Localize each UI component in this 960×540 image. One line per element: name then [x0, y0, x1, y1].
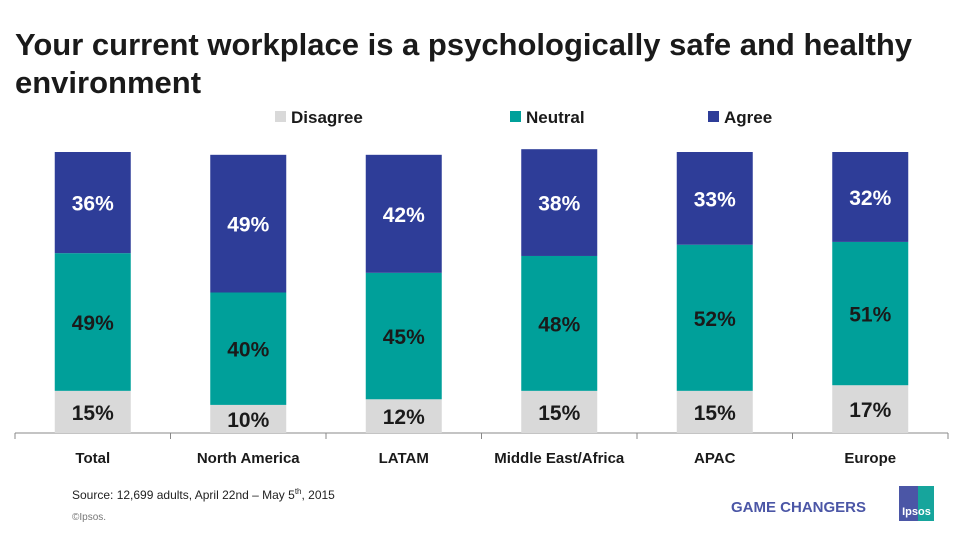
data-label: 33% [694, 188, 736, 211]
x-tick-label: APAC [694, 450, 736, 467]
bar-agree [210, 154, 287, 293]
source-end: , 2015 [301, 488, 335, 502]
bar-neutral [676, 244, 753, 391]
bar-agree [54, 152, 131, 254]
data-label: 10% [227, 409, 269, 432]
data-label: 42% [383, 204, 425, 227]
bar-neutral [54, 253, 131, 391]
bar-disagree [210, 404, 287, 433]
data-label: 15% [694, 402, 736, 425]
bar-neutral [521, 255, 598, 391]
copyright: ©Ipsos. [72, 512, 107, 523]
bar-disagree [54, 390, 131, 433]
data-label: 52% [694, 308, 736, 331]
data-label: 49% [227, 214, 269, 237]
bar-agree [521, 149, 598, 256]
bar-disagree [676, 390, 753, 433]
bar-disagree [832, 385, 909, 433]
x-tick-label: North America [197, 450, 300, 467]
data-label: 38% [538, 193, 580, 216]
brand-text: GAME CHANGERS [731, 499, 867, 516]
ipsos-logo: Ipsos [899, 486, 934, 521]
legend-label-agree: Agree [724, 108, 772, 127]
data-label: 15% [72, 402, 114, 425]
data-label: 45% [383, 326, 425, 349]
x-tick-label: LATAM [379, 450, 429, 467]
bar-neutral [365, 272, 442, 400]
legend-label-disagree: Disagree [291, 108, 363, 127]
bar-neutral [832, 241, 909, 386]
legend-swatch-agree [708, 111, 719, 122]
data-label: 36% [72, 193, 114, 216]
source-note: Source: 12,699 adults, April 22nd – May … [72, 487, 335, 502]
legend-label-neutral: Neutral [526, 108, 585, 127]
data-label: 12% [383, 406, 425, 429]
source-sup: th [294, 487, 302, 496]
bar-agree [365, 154, 442, 273]
bar-disagree [521, 390, 598, 433]
bar-agree [676, 152, 753, 245]
data-label: 17% [849, 399, 891, 422]
data-label: 51% [849, 304, 891, 327]
data-label: 15% [538, 402, 580, 425]
x-tick-label: Total [75, 450, 110, 467]
chart-title: Your current workplace is a psychologica… [15, 27, 913, 100]
source-text: Source: 12,699 adults, April 22nd – May … [72, 488, 295, 502]
bar-disagree [365, 399, 442, 433]
legend-swatch-neutral [510, 111, 521, 122]
x-tick-label: Middle East/Africa [494, 450, 625, 467]
data-label: 48% [538, 313, 580, 336]
bar-agree [832, 152, 909, 242]
data-label: 49% [72, 312, 114, 335]
legend-swatch-disagree [275, 111, 286, 122]
data-label: 40% [227, 339, 269, 362]
bar-neutral [210, 292, 287, 405]
x-tick-label: Europe [844, 450, 896, 467]
data-label: 32% [849, 187, 891, 210]
